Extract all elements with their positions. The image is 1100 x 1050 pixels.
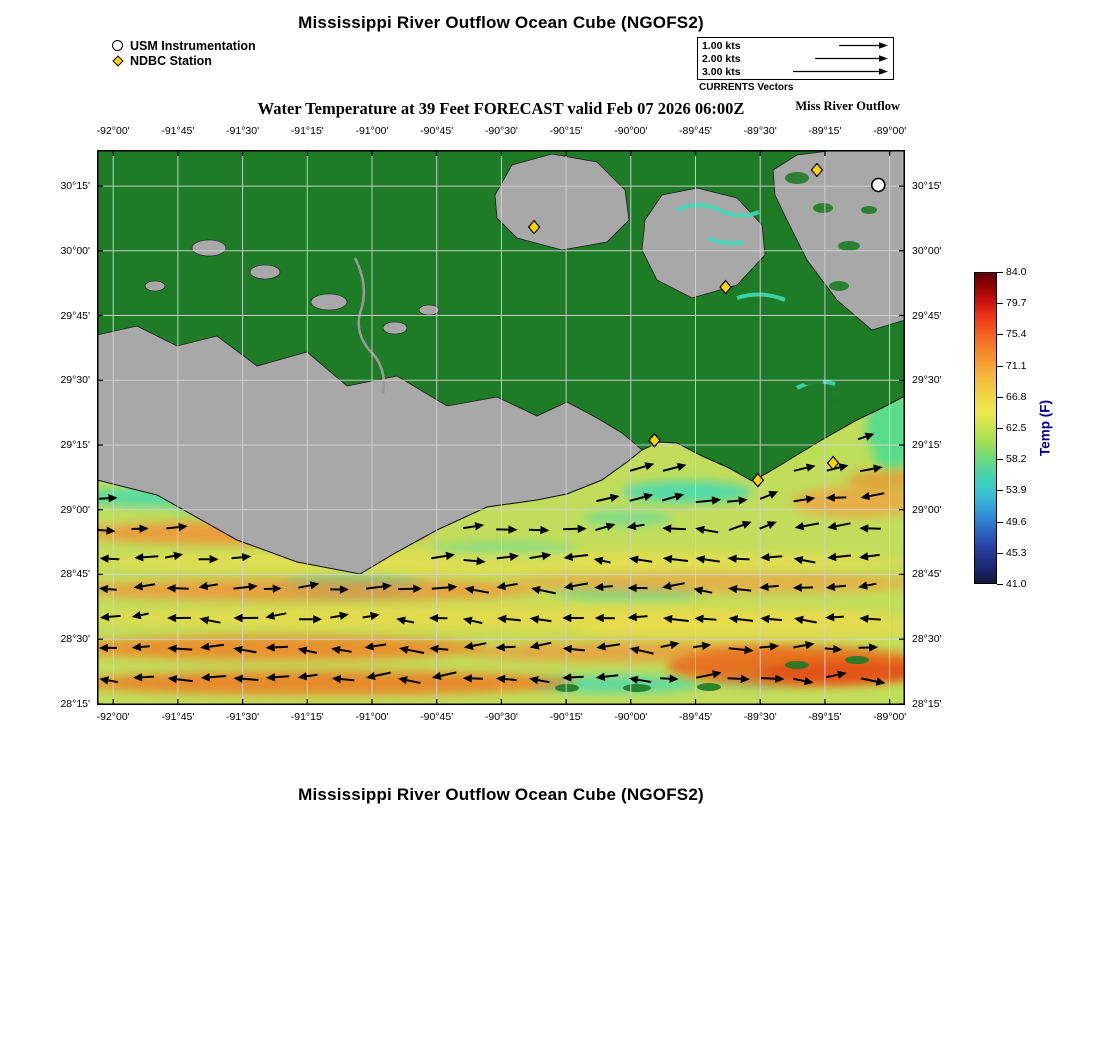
vector-scale-arrow-2-icon [815, 55, 888, 62]
colorbar-tick-label: 53.9 [1006, 484, 1027, 497]
colorbar-tick-mark [997, 584, 1003, 585]
x-tick-label-top: -91°30' [226, 125, 260, 137]
ndbc-station-marker [810, 162, 824, 178]
x-tick-label-top: -90°00' [614, 125, 648, 137]
y-tick-label-left: 29°00' [60, 503, 90, 516]
colorbar-tick-mark [997, 521, 1003, 523]
x-tick-label-bottom: -90°00' [614, 711, 648, 723]
x-tick-label-top: -89°15' [808, 125, 842, 137]
x-tick-label-bottom: -89°15' [808, 711, 842, 723]
vector-scale-arrow-1-icon [839, 42, 888, 49]
colorbar-tick-mark [997, 459, 1003, 461]
colorbar-tick-mark [997, 365, 1003, 367]
y-tick-label-right: 29°45' [912, 309, 942, 322]
page-title: Mississippi River Outflow Ocean Cube (NG… [298, 13, 704, 32]
x-tick-label-top: -91°00' [355, 125, 389, 137]
colorbar-axis-label: Temp (F) [1037, 400, 1053, 456]
y-tick-label-left: 28°15' [60, 697, 90, 710]
x-tick-label-top: -89°45' [678, 125, 713, 137]
colorbar-tick-mark [997, 428, 1003, 429]
y-tick-label-right: 30°00' [912, 244, 942, 257]
ndbc-station-marker [751, 472, 765, 488]
colorbar-tick-label: 66.8 [1006, 390, 1027, 403]
usm-station-marker [870, 177, 886, 193]
x-tick-label-bottom: -91°00' [355, 711, 389, 723]
ndbc-legend-row: NDBC Station [111, 53, 256, 68]
y-tick-label-right: 28°45' [912, 568, 942, 581]
ndbc-station-marker [527, 219, 541, 235]
ndbc-station-marker [719, 279, 732, 295]
colorbar-tick-label: 58.2 [1006, 453, 1027, 466]
usm-circle-icon [112, 40, 123, 51]
map-plot [97, 150, 905, 705]
x-tick-label-bottom: -91°30' [226, 711, 260, 723]
y-tick-label-left: 28°45' [60, 568, 90, 581]
x-tick-label-top: -92°00' [96, 125, 130, 137]
y-tick-label-left: 28°30' [60, 633, 90, 646]
vector-scale-arrow-3-icon [793, 68, 888, 75]
colorbar-tick-label: 79.7 [1006, 297, 1027, 310]
x-tick-label-bottom: -91°45' [161, 711, 195, 723]
y-tick-label-left: 29°15' [60, 438, 90, 451]
ndbc-diamond-icon [111, 54, 124, 67]
colorbar-tick-label: 41.0 [1006, 578, 1027, 590]
vector-scale-value-2: 2.00 kts [702, 52, 741, 65]
colorbar-tick-mark [997, 272, 1003, 273]
usm-legend-row: USM Instrumentation [112, 38, 256, 53]
colorbar-tick-label: 45.3 [1006, 546, 1027, 559]
colorbar-tick-mark [997, 490, 1003, 492]
y-tick-label-right: 28°30' [912, 633, 942, 646]
y-tick-label-right: 29°15' [912, 438, 942, 451]
x-tick-label-top: -91°15' [290, 125, 324, 137]
y-tick-label-left: 30°15' [60, 180, 90, 193]
colorbar-tick-label: 71.1 [1006, 359, 1027, 372]
bottom-title: Mississippi River Outflow Ocean Cube (NG… [298, 785, 704, 804]
x-tick-label-bottom: -92°00' [96, 711, 130, 723]
vector-scale-row: 1.00 kts [702, 39, 889, 52]
colorbar-tick-mark [997, 334, 1003, 336]
station-legend: USM Instrumentation NDBC Station [111, 38, 256, 68]
y-tick-label-left: 29°45' [60, 309, 90, 322]
ndbc-station-marker [826, 455, 840, 471]
colorbar-tick-label: 62.5 [1006, 422, 1027, 434]
y-tick-label-right: 29°30' [912, 374, 942, 387]
ndbc-station-marker [648, 432, 661, 448]
x-tick-label-bottom: -89°30' [743, 711, 777, 723]
usm-legend-label: USM Instrumentation [130, 38, 256, 53]
colorbar-tick-label: 49.6 [1006, 515, 1027, 528]
ndbc-legend-label: NDBC Station [130, 53, 212, 68]
vector-scale-row: 3.00 kts [702, 65, 889, 78]
x-tick-label-top: -89°30' [743, 125, 777, 137]
x-tick-label-top: -90°30' [484, 125, 518, 137]
colorbar-tick-label: 75.4 [1006, 328, 1027, 341]
colorbar-gradient [974, 272, 997, 584]
y-tick-label-right: 28°15' [912, 697, 942, 710]
y-tick-label-right: 29°00' [912, 503, 942, 516]
x-tick-label-bottom: -89°00' [873, 711, 907, 723]
x-tick-label-bottom: -90°30' [484, 711, 518, 723]
vector-scale-value-1: 1.00 kts [702, 39, 741, 52]
region-label: Miss River Outflow [795, 99, 900, 113]
colorbar-tick-label: 84.0 [1006, 266, 1027, 278]
y-tick-label-left: 30°00' [60, 244, 90, 257]
current-vector-scale-box: 1.00 kts 2.00 kts 3.00 kts [697, 37, 894, 80]
x-tick-label-bottom: -91°15' [290, 711, 324, 723]
vector-scale-row: 2.00 kts [702, 52, 889, 65]
colorbar-tick-mark [997, 552, 1003, 554]
vector-scale-caption: CURRENTS Vectors [699, 82, 794, 93]
forecast-subtitle: Water Temperature at 39 Feet FORECAST va… [257, 99, 745, 118]
colorbar-tick-mark [997, 396, 1003, 398]
x-tick-label-bottom: -90°45' [420, 711, 454, 723]
x-tick-label-bottom: -89°45' [678, 711, 713, 723]
x-tick-label-top: -91°45' [161, 125, 195, 137]
vector-scale-value-3: 3.00 kts [702, 65, 741, 78]
y-tick-label-right: 30°15' [912, 180, 942, 193]
y-tick-label-left: 29°30' [60, 374, 90, 387]
x-tick-label-bottom: -90°15' [549, 711, 583, 723]
x-tick-label-top: -90°15' [549, 125, 583, 137]
colorbar-tick-mark [997, 303, 1003, 305]
x-tick-label-top: -90°45' [420, 125, 454, 137]
x-tick-label-top: -89°00' [873, 125, 907, 137]
